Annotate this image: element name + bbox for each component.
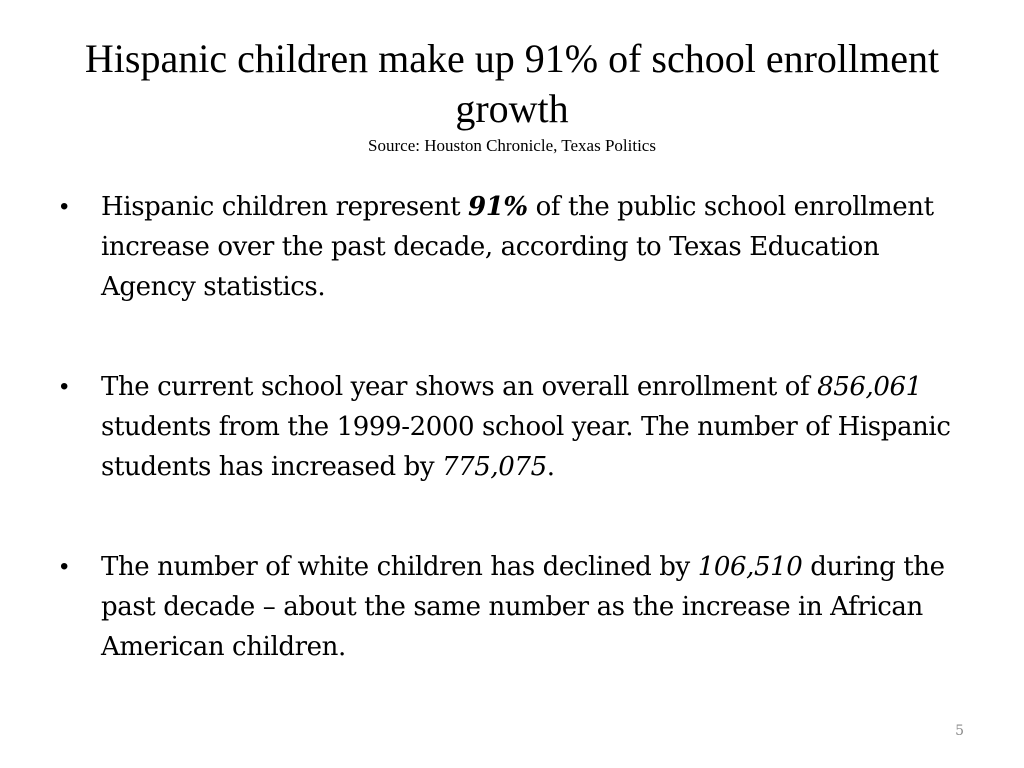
highlight-percent: 91% [468, 192, 528, 222]
highlight-white-decline: 106,510 [697, 552, 803, 582]
highlight-hispanic-increase: 775,075 [442, 452, 547, 482]
bullet-item-white-decline: • The number of white children has decli… [60, 547, 960, 667]
slide-title: Hispanic children make up 91% of school … [84, 36, 940, 131]
page-number: 5 [955, 723, 964, 739]
bullet-item-enrollment: • The current school year shows an overa… [60, 367, 960, 487]
bullet-text: The number of white children has decline… [101, 552, 698, 582]
bullet-list: • Hispanic children represent 91% of the… [60, 187, 960, 667]
bullet-text: The current school year shows an overall… [101, 372, 818, 402]
bullet-text: Hispanic children represent [101, 192, 469, 222]
bullet-text: students from the 1999-2000 school year.… [101, 412, 951, 482]
bullet-text: during the past decade – about the same … [101, 552, 945, 662]
bullet-text: of the public school enrollment increase… [101, 192, 934, 302]
bullet-text: . [546, 452, 555, 482]
bullet-dot-icon: • [60, 553, 69, 580]
bullet-item-hispanic-share: • Hispanic children represent 91% of the… [60, 187, 960, 307]
title-block: Hispanic children make up 91% of school … [60, 34, 964, 156]
source-citation: Source: Houston Chronicle, Texas Politic… [368, 136, 656, 155]
highlight-overall-enrollment: 856,061 [817, 372, 922, 402]
bullet-dot-icon: • [60, 193, 69, 220]
bullet-dot-icon: • [60, 373, 69, 400]
